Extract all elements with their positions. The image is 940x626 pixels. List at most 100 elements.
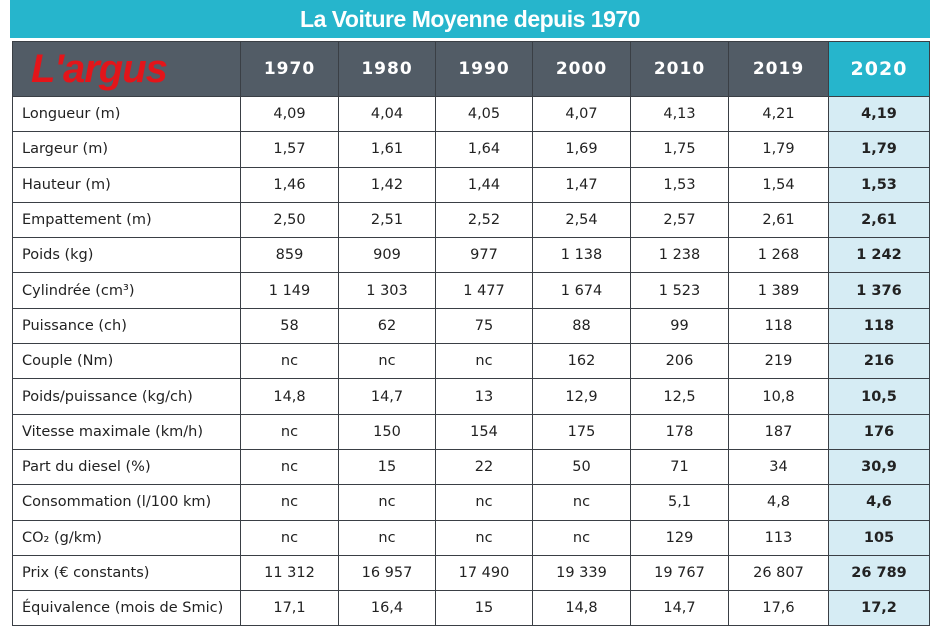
table-cell: 1,42	[338, 166, 436, 203]
table-row: Empattement (m) 2,50 2,51 2,52 2,54 2,57 2,61 2…	[12, 201, 930, 239]
table-cell: 1,53	[630, 166, 729, 203]
table-cell: 2,61	[728, 201, 829, 239]
largus-logo: L'argus	[12, 41, 241, 97]
table-cell: 1 268	[728, 237, 829, 274]
table-cell: 30,9	[828, 448, 930, 486]
table-cell: 113	[728, 519, 829, 556]
table-cell: 34	[728, 448, 829, 486]
table-cell: 1 242	[828, 237, 930, 274]
table-cell: nc	[435, 519, 533, 556]
table-cell: 17,1	[240, 590, 339, 626]
table-row: Longueur (m) 4,09 4,04 4,05 4,07 4,13 4,21 4,19	[12, 95, 930, 133]
table-cell: 16 957	[338, 554, 436, 592]
row-label: Cylindrée (cm³)	[12, 272, 241, 309]
table-cell: 1 149	[240, 272, 339, 309]
table-cell: 909	[338, 237, 436, 274]
row-label: Vitesse maximale (km/h)	[12, 413, 241, 450]
table-cell: 11 312	[240, 554, 339, 592]
table-row: CO₂ (g/km) nc nc nc nc 129 113 105	[12, 519, 930, 556]
table-cell: 206	[630, 343, 729, 380]
table-cell: nc	[240, 519, 339, 556]
table-cell: 1,53	[828, 166, 930, 203]
table-cell: 2,57	[630, 201, 729, 239]
table-row: Vitesse maximale (km/h) nc 150 154 175 178 187…	[12, 413, 930, 450]
table-cell: nc	[435, 484, 533, 521]
table-cell: 1,75	[630, 131, 729, 168]
table-cell: 1,46	[240, 166, 339, 203]
table-cell: 2,61	[828, 201, 930, 239]
table-cell: 5,1	[630, 484, 729, 521]
table-cell: 1 138	[532, 237, 631, 274]
table-cell: 10,8	[728, 378, 829, 415]
year-header: 2020	[828, 41, 930, 97]
table-cell: 10,5	[828, 378, 930, 415]
table-cell: 1,64	[435, 131, 533, 168]
row-label: Prix (€ constants)	[12, 554, 241, 592]
table-cell: nc	[240, 448, 339, 486]
table-cell: 13	[435, 378, 533, 415]
table-cell: 4,19	[828, 95, 930, 133]
table-row: Hauteur (m) 1,46 1,42 1,44 1,47 1,53 1,54 1,53	[12, 166, 930, 203]
table-cell: 977	[435, 237, 533, 274]
row-label: Largeur (m)	[12, 131, 241, 168]
table-cell: 14,8	[532, 590, 631, 626]
table-cell: 216	[828, 343, 930, 380]
table-cell: 1 523	[630, 272, 729, 309]
table-cell: 2,54	[532, 201, 631, 239]
table-cell: 4,05	[435, 95, 533, 133]
table-cell: 150	[338, 413, 436, 450]
row-label: Puissance (ch)	[12, 307, 241, 345]
table-row: Largeur (m) 1,57 1,61 1,64 1,69 1,75 1,79 1,79	[12, 131, 930, 168]
table-cell: nc	[435, 343, 533, 380]
table-cell: nc	[532, 519, 631, 556]
table-cell: nc	[338, 484, 436, 521]
year-header: 1970	[240, 41, 339, 97]
table-cell: 1 477	[435, 272, 533, 309]
table-row: Consommation (l/100 km) nc nc nc nc 5,1 4,8 4,6	[12, 484, 930, 521]
table-cell: 1,79	[728, 131, 829, 168]
table-row: Poids/puissance (kg/ch) 14,8 14,7 13 12,9 12,…	[12, 378, 930, 415]
table-cell: nc	[532, 484, 631, 521]
table-cell: 118	[728, 307, 829, 345]
table-cell: 187	[728, 413, 829, 450]
row-label: Poids/puissance (kg/ch)	[12, 378, 241, 415]
table-cell: 178	[630, 413, 729, 450]
table-cell: 15	[435, 590, 533, 626]
table-cell: 2,52	[435, 201, 533, 239]
table-cell: 14,7	[630, 590, 729, 626]
table-cell: 4,07	[532, 95, 631, 133]
table-row: Cylindrée (cm³) 1 149 1 303 1 477 1 674 1 523…	[12, 272, 930, 309]
table-row: Poids (kg) 859 909 977 1 138 1 238 1 268 1 242	[12, 237, 930, 274]
table-cell: 154	[435, 413, 533, 450]
row-label: Couple (Nm)	[12, 343, 241, 380]
table-cell: 4,09	[240, 95, 339, 133]
table-cell: 22	[435, 448, 533, 486]
year-header: 1980	[338, 41, 436, 97]
table-cell: 105	[828, 519, 930, 556]
table-cell: 175	[532, 413, 631, 450]
table-cell: 14,7	[338, 378, 436, 415]
table-cell: 50	[532, 448, 631, 486]
table-cell: 14,8	[240, 378, 339, 415]
table-cell: 4,21	[728, 95, 829, 133]
table-cell: 4,8	[728, 484, 829, 521]
table-cell: 17,2	[828, 590, 930, 626]
table-cell: 1 674	[532, 272, 631, 309]
table-cell: 1 238	[630, 237, 729, 274]
table-cell: nc	[338, 343, 436, 380]
page-title: La Voiture Moyenne depuis 1970	[10, 0, 930, 38]
table-cell: 17 490	[435, 554, 533, 592]
table-cell: 26 807	[728, 554, 829, 592]
table-cell: 1,61	[338, 131, 436, 168]
table-cell: 1,44	[435, 166, 533, 203]
table-cell: 19 767	[630, 554, 729, 592]
table-cell: 15	[338, 448, 436, 486]
table-cell: 1,57	[240, 131, 339, 168]
row-label: Hauteur (m)	[12, 166, 241, 203]
table-cell: nc	[338, 519, 436, 556]
row-label: CO₂ (g/km)	[12, 519, 241, 556]
table-cell: 129	[630, 519, 729, 556]
table-cell: 62	[338, 307, 436, 345]
table-cell: 26 789	[828, 554, 930, 592]
table-cell: nc	[240, 343, 339, 380]
